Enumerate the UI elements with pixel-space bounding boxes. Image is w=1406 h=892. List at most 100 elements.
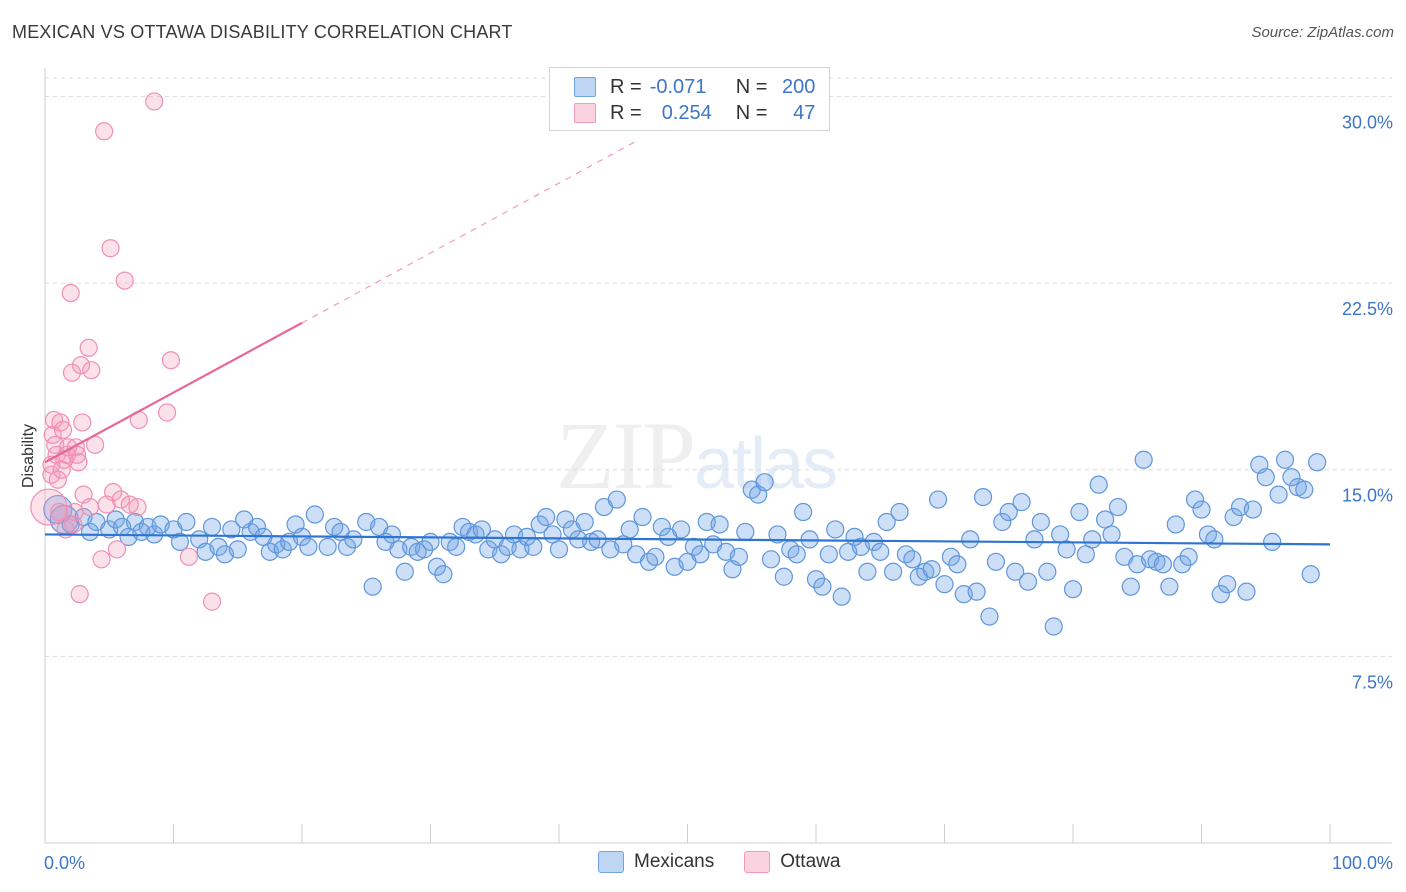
mexicans-point	[421, 532, 440, 551]
mexicans-point	[1089, 475, 1108, 494]
mexicans-point	[1237, 582, 1256, 601]
mexicans-point	[941, 547, 961, 566]
ottawa-point	[145, 92, 164, 111]
mexicans-point	[517, 527, 536, 547]
y-tick-label: 15.0%	[1342, 486, 1393, 506]
mexicans-point	[427, 557, 447, 576]
mexicans-point	[1295, 480, 1314, 499]
axes	[44, 68, 1392, 844]
mexicans-point	[961, 530, 980, 549]
mexicans-point	[935, 575, 954, 594]
mexicans-point	[729, 547, 749, 566]
legend-n-label: N =	[735, 101, 768, 124]
ottawa-point	[101, 239, 120, 258]
legend-r-value: 0.254	[661, 101, 712, 124]
ottawa-point	[79, 338, 98, 357]
mexicans-point	[556, 510, 575, 529]
ottawa-swatch	[744, 851, 771, 873]
y-axis-label: Disability	[20, 424, 37, 488]
watermark: ZIPatlas	[556, 400, 838, 511]
ottawa-point	[69, 453, 88, 472]
mexicans-point	[228, 540, 247, 559]
mexicans-point	[209, 537, 228, 556]
ottawa-point	[161, 351, 181, 370]
mexicans-point	[826, 520, 845, 539]
legend-row-mexicans: R = -0.071 N = 200	[574, 75, 815, 99]
legend-r-value: -0.071	[649, 75, 707, 98]
mexicans-point	[344, 530, 363, 549]
mexicans-point	[736, 522, 755, 542]
mexicans-point	[986, 552, 1006, 571]
correlation-legend: R = -0.071 N = 200 R = 0.254 N = 47	[549, 67, 830, 131]
mexicans-point	[993, 512, 1012, 532]
mexicans-point	[1108, 497, 1128, 517]
mexicans-point	[492, 545, 511, 564]
mexicans-point	[794, 502, 813, 522]
mexicans-point	[273, 540, 292, 559]
ottawa-point	[68, 445, 87, 464]
mexicans-point	[549, 540, 569, 559]
mexicans-point	[1102, 525, 1121, 544]
mexicans-point	[948, 555, 967, 574]
mexicans-point	[80, 522, 100, 542]
mexicans-point	[537, 507, 556, 527]
mexicans-point	[1134, 450, 1153, 469]
watermark-zip: ZIP	[556, 402, 696, 509]
legend-n-value: 47	[793, 101, 816, 124]
mexicans-point	[1057, 540, 1076, 559]
chart-title: MEXICAN VS OTTAWA DISABILITY CORRELATION…	[12, 22, 513, 42]
mexicans-point	[1205, 530, 1224, 549]
ottawa-point	[202, 592, 222, 611]
mexicans-point	[1282, 468, 1301, 487]
mexicans-point	[524, 537, 543, 556]
ottawa-legend-label: Ottawa	[780, 851, 841, 872]
mexicans-point	[1275, 450, 1295, 469]
mexicans-point	[1018, 572, 1038, 591]
mexicans-point	[1012, 492, 1031, 512]
mexicans-legend-label: Mexicans	[634, 851, 715, 872]
ottawa-point	[65, 502, 84, 522]
ottawa-point	[92, 550, 111, 569]
mexicans-point	[395, 562, 414, 581]
mexicans-point	[761, 550, 781, 569]
mexicans-point	[691, 545, 710, 564]
ottawa-point	[70, 585, 89, 604]
mexicans-point	[858, 562, 877, 581]
mexicans-point	[1070, 502, 1089, 522]
ottawa-point	[115, 271, 134, 290]
legend-n-label: N =	[735, 75, 768, 98]
ottawa-point	[179, 547, 199, 566]
series-legend: Mexicans Ottawa	[598, 851, 840, 873]
ottawa-points	[30, 92, 222, 611]
mexicans-point	[1063, 580, 1083, 599]
mexicans-point	[922, 560, 941, 579]
ottawa-point	[73, 413, 92, 432]
mexicans-point	[1224, 507, 1243, 527]
mexicans-point	[832, 587, 851, 606]
mexicans-point	[177, 512, 196, 532]
mexicans-point	[1153, 555, 1173, 574]
ottawa-point	[95, 122, 114, 141]
mexicans-point	[755, 473, 774, 492]
mexicans-point	[890, 502, 909, 522]
mexicans-point	[305, 505, 324, 524]
mexicans-point	[903, 550, 922, 569]
mexicans-swatch	[598, 851, 624, 873]
mexicans-point	[1218, 575, 1237, 594]
mexicans-point	[928, 490, 948, 509]
mexicans-point	[806, 570, 826, 589]
ottawa-point	[53, 420, 73, 440]
legend-r-label: R =	[610, 75, 642, 98]
ottawa-point	[107, 540, 127, 559]
mexicans-point	[1308, 453, 1327, 472]
mexicans-point	[967, 582, 986, 601]
mexicans-point	[1301, 565, 1320, 584]
mexicans-point	[1211, 585, 1230, 604]
ottawa-point	[104, 483, 123, 502]
mexicans-point	[1044, 617, 1063, 636]
mexicans-point	[787, 545, 806, 564]
mexicans-point	[363, 577, 382, 596]
mexicans-point	[973, 487, 993, 507]
ottawa-point	[86, 435, 105, 454]
mexicans-point	[447, 537, 466, 556]
